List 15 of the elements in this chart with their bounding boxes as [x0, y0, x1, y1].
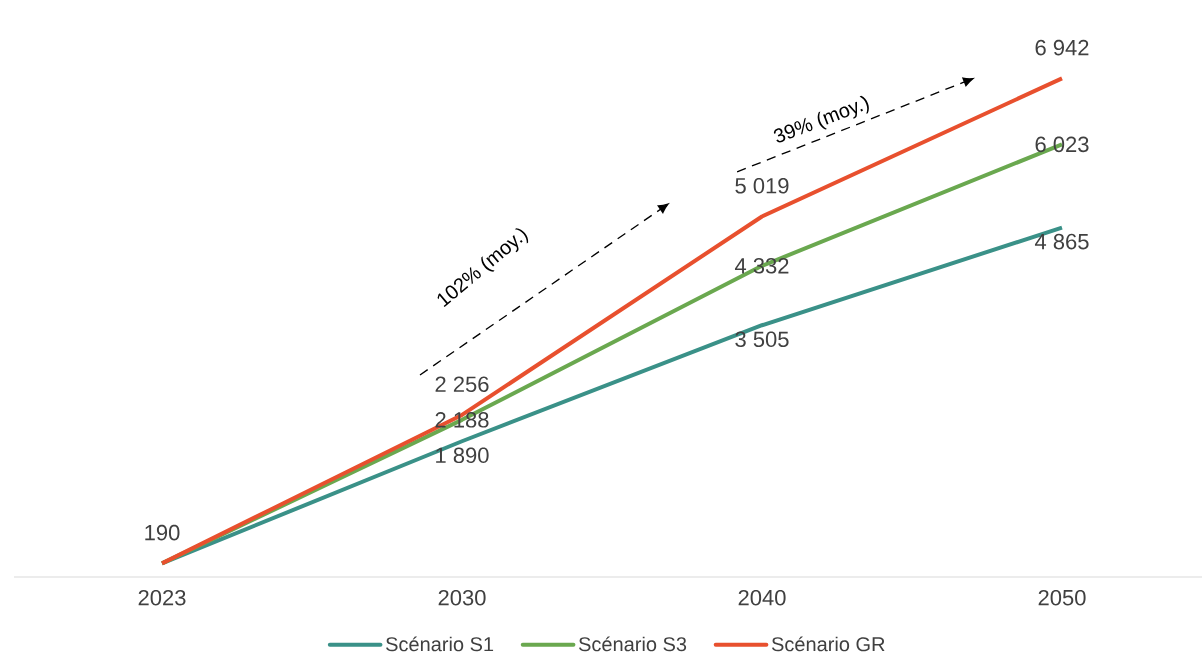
data-label: 1 890	[436, 447, 489, 464]
legend-label: Scénario GR	[771, 636, 885, 652]
data-label: 5 019	[735, 177, 789, 194]
data-label: 4 865	[1034, 233, 1089, 250]
x-tick-label: 2040	[738, 589, 786, 606]
x-tick-label: 2023	[138, 589, 186, 606]
legend-label: Scénario S1	[386, 636, 494, 652]
x-tick-label: 2050	[1038, 589, 1086, 606]
x-tick-label: 2030	[438, 589, 486, 606]
data-label: 2 256	[435, 376, 489, 393]
data-label: 6 942	[1035, 39, 1089, 56]
data-label: 6 023	[1035, 136, 1089, 153]
data-label: 3 505	[735, 331, 789, 348]
data-label: 190	[145, 524, 180, 541]
legend-label: Scénario S3	[578, 636, 687, 652]
